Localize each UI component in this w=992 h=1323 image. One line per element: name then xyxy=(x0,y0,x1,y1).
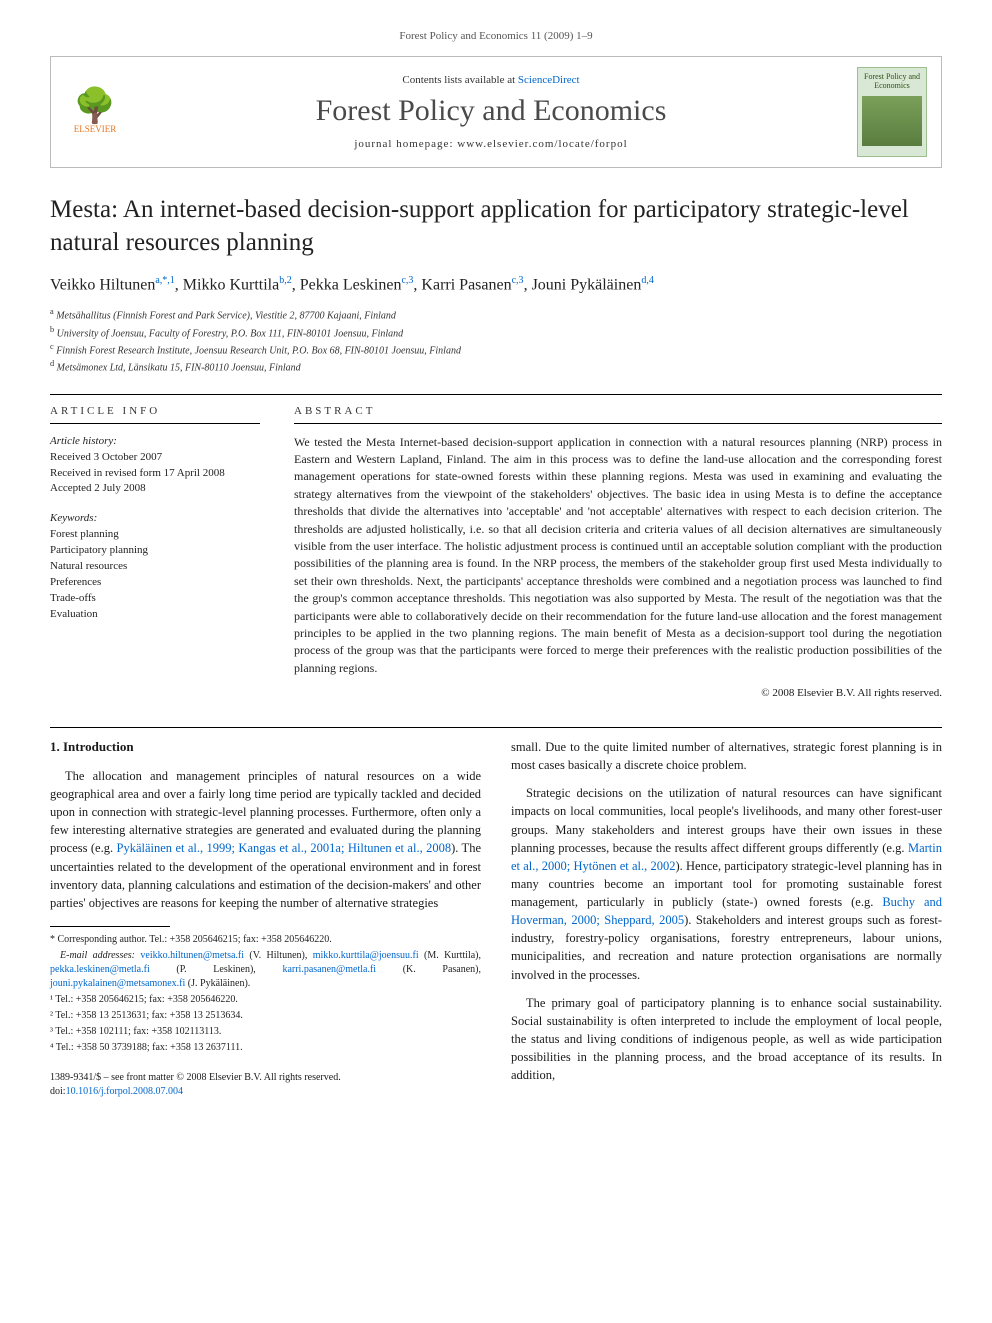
author-2: Mikko Kurttila xyxy=(183,276,279,293)
author-4-affil-link[interactable]: c,3 xyxy=(512,275,524,286)
history-received: Received 3 October 2007 xyxy=(50,450,260,466)
doi-line: doi:10.1016/j.forpol.2008.07.004 xyxy=(50,1085,481,1100)
elsevier-logo: 🌳 ELSEVIER xyxy=(65,77,125,147)
section-1-heading: 1. Introduction xyxy=(50,738,481,757)
email-label: E-mail addresses: xyxy=(60,950,135,961)
email-kurttila[interactable]: mikko.kurttila@joensuu.fi xyxy=(313,950,419,961)
intro-para-1-cont: small. Due to the quite limited number o… xyxy=(511,738,942,774)
author-5-affil-link[interactable]: d,4 xyxy=(641,275,654,286)
article-history: Article history: Received 3 October 2007… xyxy=(50,434,260,498)
abstract-heading: ABSTRACT xyxy=(294,405,942,417)
journal-banner: 🌳 ELSEVIER Contents lists available at S… xyxy=(50,56,942,168)
doi-prefix: doi: xyxy=(50,1086,66,1097)
keyword-5: Evaluation xyxy=(50,607,260,623)
author-5: Jouni Pykäläinen xyxy=(532,276,642,293)
citation-pykalainen-1999[interactable]: Pykäläinen et al., 1999; Kangas et al., … xyxy=(117,841,452,855)
email-hiltunen[interactable]: veikko.hiltunen@metsa.fi xyxy=(140,950,244,961)
keywords-label: Keywords: xyxy=(50,511,260,527)
info-abstract-row: ARTICLE INFO Article history: Received 3… xyxy=(50,405,942,699)
body-column-right: small. Due to the quite limited number o… xyxy=(511,738,942,1100)
author-3: Pekka Leskinen xyxy=(300,276,402,293)
affiliation-d: d Metsämonex Ltd, Länsikatu 15, FIN-8011… xyxy=(50,358,942,375)
keyword-1: Participatory planning xyxy=(50,543,260,559)
footnotes-divider xyxy=(50,926,170,927)
journal-name: Forest Policy and Economics xyxy=(139,94,843,128)
keyword-0: Forest planning xyxy=(50,527,260,543)
running-header: Forest Policy and Economics 11 (2009) 1–… xyxy=(50,30,942,42)
homepage-url: www.elsevier.com/locate/forpol xyxy=(457,138,627,150)
author-2-affil-link[interactable]: b,2 xyxy=(279,275,292,286)
intro-para-3: The primary goal of participatory planni… xyxy=(511,994,942,1085)
body-columns: 1. Introduction The allocation and manag… xyxy=(50,738,942,1100)
author-3-affil-link[interactable]: c,3 xyxy=(401,275,413,286)
tel-4: ⁴ Tel.: +358 50 3739188; fax: +358 13 26… xyxy=(50,1041,481,1055)
tel-2: ² Tel.: +358 13 2513631; fax: +358 13 25… xyxy=(50,1009,481,1023)
abstract-text: We tested the Mesta Internet-based decis… xyxy=(294,434,942,677)
keyword-2: Natural resources xyxy=(50,559,260,575)
tel-1: ¹ Tel.: +358 205646215; fax: +358 205646… xyxy=(50,993,481,1007)
article-info-heading: ARTICLE INFO xyxy=(50,405,260,417)
contents-prefix: Contents lists available at xyxy=(402,74,517,86)
elsevier-tree-icon: 🌳 xyxy=(74,90,116,124)
history-revised: Received in revised form 17 April 2008 xyxy=(50,466,260,482)
author-1-affil-link[interactable]: a,*,1 xyxy=(155,275,174,286)
email-addresses: E-mail addresses: veikko.hiltunen@metsa.… xyxy=(50,949,481,991)
abstract-panel: ABSTRACT We tested the Mesta Internet-ba… xyxy=(294,405,942,699)
body-column-left: 1. Introduction The allocation and manag… xyxy=(50,738,481,1100)
publisher-label: ELSEVIER xyxy=(74,124,117,134)
abstract-copyright: © 2008 Elsevier B.V. All rights reserved… xyxy=(294,687,942,699)
keywords-block: Keywords: Forest planning Participatory … xyxy=(50,511,260,623)
history-accepted: Accepted 2 July 2008 xyxy=(50,481,260,497)
issn-line: 1389-9341/$ – see front matter © 2008 El… xyxy=(50,1071,481,1086)
keyword-4: Trade-offs xyxy=(50,591,260,607)
intro-para-1: The allocation and management principles… xyxy=(50,767,481,912)
article-title: Mesta: An internet-based decision-suppor… xyxy=(50,194,942,259)
author-4: Karri Pasanen xyxy=(421,276,511,293)
affiliation-c: c Finnish Forest Research Institute, Joe… xyxy=(50,341,942,358)
divider-bottom xyxy=(50,727,942,728)
keyword-3: Preferences xyxy=(50,575,260,591)
history-label: Article history: xyxy=(50,434,260,450)
banner-center: Contents lists available at ScienceDirec… xyxy=(139,74,843,150)
cover-title: Forest Policy and Economics xyxy=(862,72,922,90)
divider-info-1 xyxy=(50,423,260,424)
tel-3: ³ Tel.: +358 102111; fax: +358 102113113… xyxy=(50,1025,481,1039)
author-1: Veikko Hiltunen xyxy=(50,276,155,293)
sciencedirect-link[interactable]: ScienceDirect xyxy=(518,74,580,86)
affiliation-b: b University of Joensuu, Faculty of Fore… xyxy=(50,324,942,341)
cover-image-placeholder xyxy=(862,96,922,146)
email-pykalainen[interactable]: jouni.pykalainen@metsamonex.fi xyxy=(50,978,185,989)
journal-homepage-line: journal homepage: www.elsevier.com/locat… xyxy=(139,138,843,150)
homepage-prefix: journal homepage: xyxy=(354,138,457,150)
email-pasanen[interactable]: karri.pasanen@metla.fi xyxy=(282,964,376,975)
author-list: Veikko Hiltunena,*,1, Mikko Kurttilab,2,… xyxy=(50,275,942,294)
corresponding-author-note: * Corresponding author. Tel.: +358 20564… xyxy=(50,933,481,947)
contents-lists-line: Contents lists available at ScienceDirec… xyxy=(139,74,843,86)
article-info-panel: ARTICLE INFO Article history: Received 3… xyxy=(50,405,260,699)
intro-para-2: Strategic decisions on the utilization o… xyxy=(511,784,942,983)
affiliation-a: a Metsähallitus (Finnish Forest and Park… xyxy=(50,306,942,323)
doi-link[interactable]: 10.1016/j.forpol.2008.07.004 xyxy=(66,1086,184,1097)
divider-abstract xyxy=(294,423,942,424)
journal-cover-thumbnail: Forest Policy and Economics xyxy=(857,67,927,157)
email-leskinen[interactable]: pekka.leskinen@metla.fi xyxy=(50,964,150,975)
affiliations: a Metsähallitus (Finnish Forest and Park… xyxy=(50,306,942,375)
divider-top xyxy=(50,394,942,395)
intro-p2-pre: Strategic decisions on the utilization o… xyxy=(511,786,942,854)
issn-doi-block: 1389-9341/$ – see front matter © 2008 El… xyxy=(50,1071,481,1100)
footnotes: * Corresponding author. Tel.: +358 20564… xyxy=(50,933,481,1055)
